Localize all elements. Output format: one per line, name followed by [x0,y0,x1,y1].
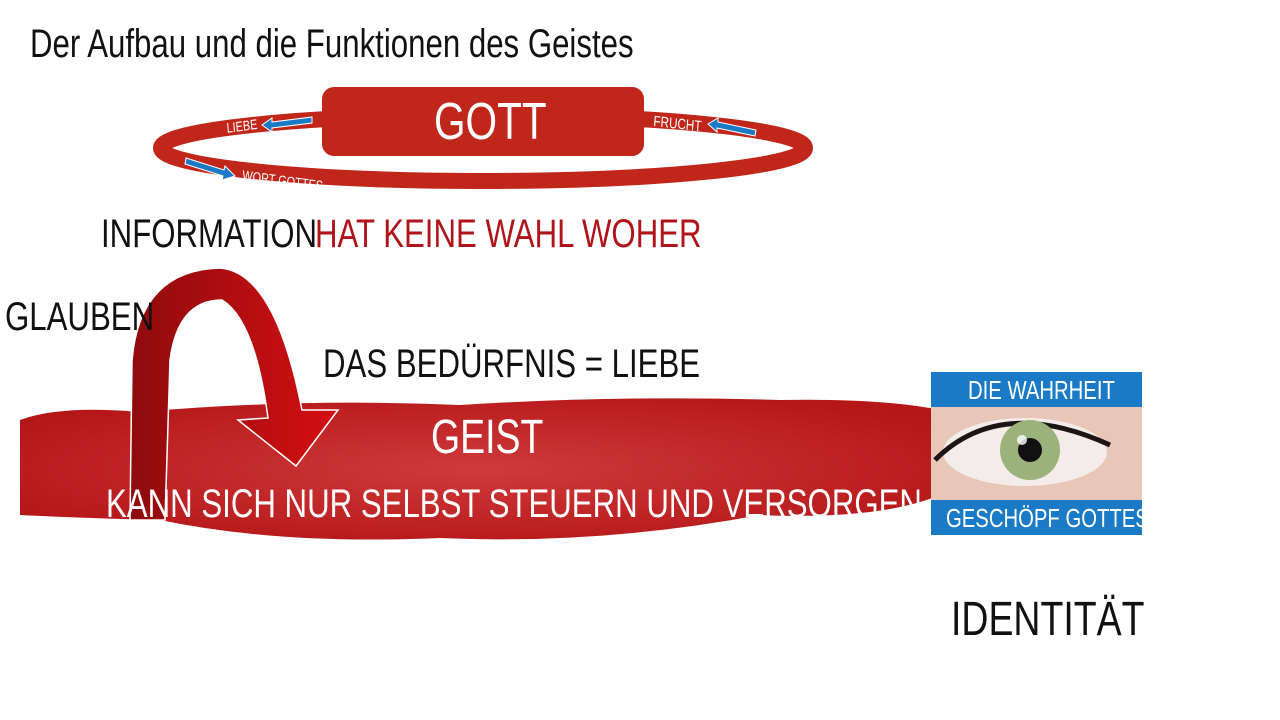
geist-cloud [20,398,940,540]
arrow-liebe-icon [261,116,313,133]
arrow-wort-gottes-icon [184,157,236,181]
eye-card-bottom-label: GESCHÖPF GOTTES [946,503,1149,533]
information-label: INFORMATION [101,212,318,256]
information-note: HAT KEINE WAHL WOHER [315,212,702,256]
identitaet-label: IDENTITÄT [951,593,1145,646]
geist-label: GEIST [431,411,544,464]
glauben-curved-arrow [129,267,340,521]
geist-subtitle: KANN SICH NUR SELBST STEUERN UND VERSORG… [106,482,922,526]
gott-label: GOTT [434,93,547,151]
glauben-label: GLAUBEN [5,295,155,339]
eye-card-top-label: DIE WAHRHEIT [968,375,1115,405]
eye-image [931,372,1142,535]
page-title: Der Aufbau und die Funktionen des Geiste… [30,22,634,66]
arrow-frucht-icon [707,117,757,137]
liebe-label: LIEBE [225,115,259,136]
beduerfnis-label: DAS BEDÜRFNIS = LIEBE [323,342,701,386]
gott-box [322,87,644,156]
